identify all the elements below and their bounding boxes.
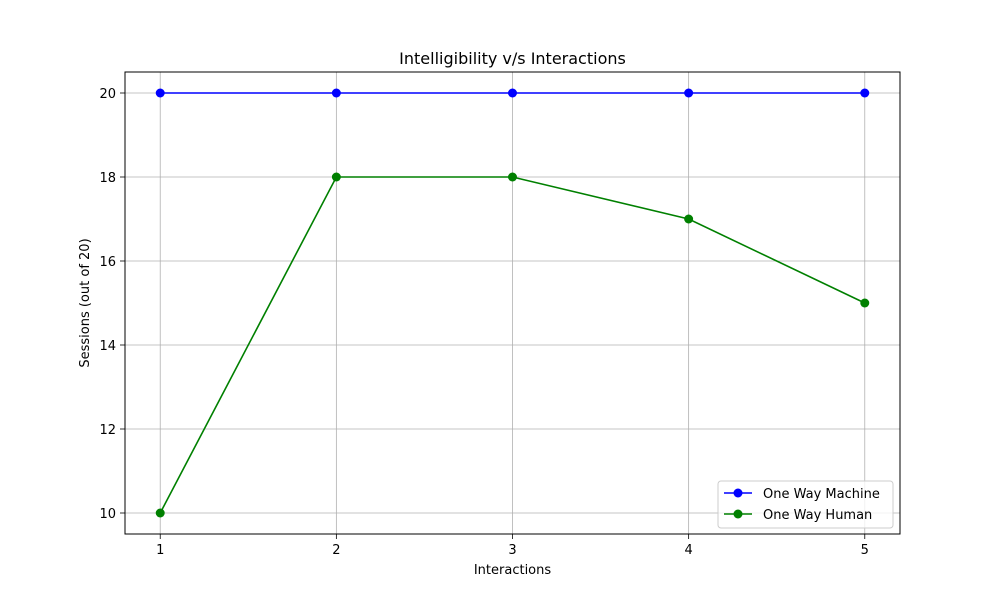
legend: One Way Machine One Way Human xyxy=(717,480,894,529)
x-tick-label: 3 xyxy=(508,543,516,558)
data-point-one-way-human xyxy=(860,298,870,308)
y-axis-label: Sessions (out of 20) xyxy=(78,238,93,367)
y-tick-label: 20 xyxy=(99,87,116,102)
x-tick-label: 1 xyxy=(156,543,164,558)
legend-marker-swatch xyxy=(733,488,743,498)
legend-box xyxy=(717,480,894,529)
legend-marker-swatch xyxy=(733,509,743,519)
legend-label: One Way Human xyxy=(763,508,872,523)
legend-entry-one-way-machine: One Way Machine xyxy=(724,487,880,502)
x-axis-label: Interactions xyxy=(474,563,552,578)
data-point-one-way-machine xyxy=(684,88,694,98)
data-point-one-way-human xyxy=(508,172,517,182)
x-tick-label: 2 xyxy=(332,543,340,558)
legend-entries: One Way Machine One Way Human xyxy=(724,487,880,523)
y-tick-label: 14 xyxy=(99,339,116,354)
y-tick-label: 18 xyxy=(99,171,116,186)
data-point-one-way-machine xyxy=(860,88,870,98)
data-point-one-way-human xyxy=(155,508,165,518)
x-tick-label: 5 xyxy=(861,543,869,558)
grid-layer xyxy=(125,72,900,534)
y-tick-label: 12 xyxy=(99,423,116,438)
data-point-one-way-human xyxy=(331,172,341,182)
legend-label: One Way Machine xyxy=(763,487,880,502)
y-tick-label: 10 xyxy=(99,507,116,522)
data-point-one-way-machine xyxy=(508,88,517,98)
series-layer xyxy=(155,88,870,518)
data-point-one-way-machine xyxy=(155,88,165,98)
chart-title: Intelligibility v/s Interactions xyxy=(399,49,626,68)
data-point-one-way-machine xyxy=(331,88,341,98)
x-tick-label: 4 xyxy=(684,543,692,558)
data-point-one-way-human xyxy=(684,214,694,224)
legend-entry-one-way-human: One Way Human xyxy=(724,508,872,523)
y-tick-label: 16 xyxy=(99,255,116,270)
